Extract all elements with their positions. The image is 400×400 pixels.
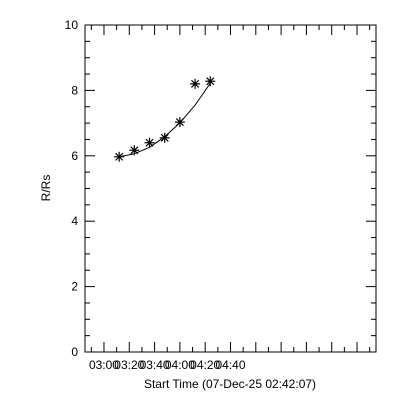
x-axis-label: Start Time (07-Dec-25 02:42:07) [144,377,316,391]
data-point-marker [190,78,201,89]
x-tick-label: 03:20 [114,358,144,372]
data-point-marker [129,145,140,156]
data-point-marker [114,151,125,162]
y-tick-label: 8 [71,83,78,97]
y-tick-label: 4 [71,214,78,228]
x-tick-label: 04:40 [215,358,245,372]
x-tick-label: 04:00 [165,358,195,372]
marker-stroke [145,138,154,147]
fit-line [119,82,211,158]
data-point-marker [144,137,155,148]
data-point-marker [205,76,216,87]
y-tick-label: 2 [71,280,78,294]
marker-stroke [175,118,184,127]
marker-stroke [191,79,200,88]
y-tick-label: 6 [71,149,78,163]
x-tick-label: 03:00 [89,358,119,372]
y-tick-label: 10 [65,18,79,32]
marker-stroke [115,152,124,161]
y-axis-ticks: 0 2 4 6 8 10 [65,18,376,359]
y-axis-label: R/Rs [39,175,53,202]
data-point-marker [174,117,185,128]
marker-stroke [130,146,139,155]
marker-stroke [206,77,215,86]
x-tick-label: 04:20 [190,358,220,372]
marker-stroke [160,133,169,142]
data-point-marker [159,132,170,143]
plot-frame [84,24,377,353]
series-layer [114,76,216,162]
y-tick-label: 0 [71,345,78,359]
x-tick-label: 03:40 [140,358,170,372]
